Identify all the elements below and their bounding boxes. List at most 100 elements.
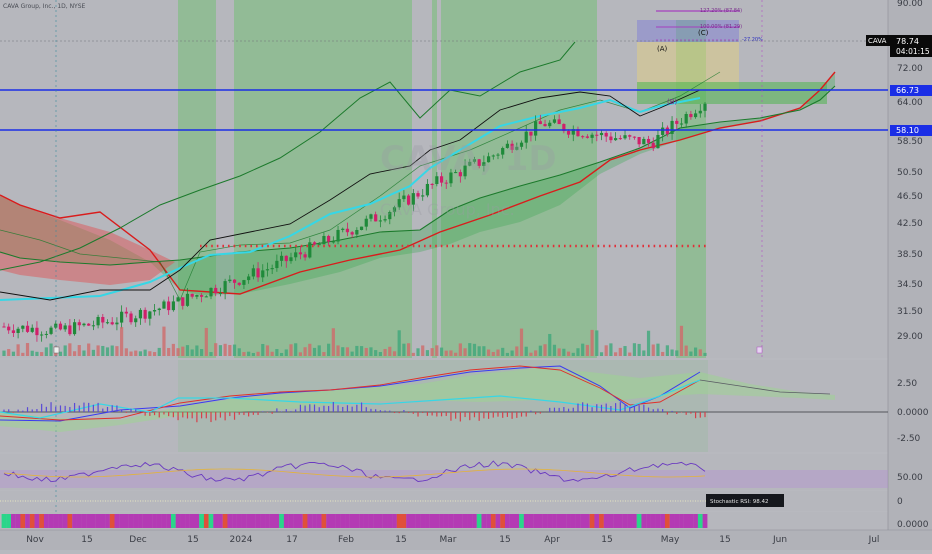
candle-body xyxy=(2,326,5,327)
signal-bar xyxy=(227,514,232,528)
candle-body xyxy=(186,294,189,306)
signal-bar xyxy=(585,514,590,528)
candle-body xyxy=(304,254,307,257)
signal-bar xyxy=(289,514,294,528)
signal-bar xyxy=(688,514,693,528)
signal-bar xyxy=(552,514,557,528)
signal-bar xyxy=(147,514,152,528)
signal-bar xyxy=(232,514,237,528)
bottom-bars xyxy=(2,514,708,528)
macd-histogram-bar xyxy=(272,412,273,414)
price-tick-label: 29.00 xyxy=(897,332,923,342)
macd-histogram-bar xyxy=(145,412,146,416)
volume-bar xyxy=(675,350,678,356)
macd-histogram-bar xyxy=(370,409,371,412)
signal-bar xyxy=(340,514,345,528)
candle-body xyxy=(647,139,650,143)
macd-histogram-bar xyxy=(469,412,470,420)
volume-bar xyxy=(468,343,471,356)
macd-histogram-bar xyxy=(389,411,390,412)
volume-bar xyxy=(449,350,452,356)
candle-body xyxy=(529,132,532,136)
volume-bar xyxy=(492,352,495,356)
volume-bar xyxy=(661,352,664,356)
macd-histogram-bar xyxy=(248,412,249,416)
candle-body xyxy=(238,283,241,285)
symbol-tag: CAVA xyxy=(868,37,887,45)
volume-bar xyxy=(341,347,344,356)
signal-bar xyxy=(401,514,406,528)
volume-bar xyxy=(299,352,302,356)
time-tick-label: 15 xyxy=(395,535,406,545)
macd-histogram-bar xyxy=(384,411,385,412)
volume-bar xyxy=(525,347,528,356)
macd-histogram-bar xyxy=(591,407,592,412)
macd-histogram-bar xyxy=(159,412,160,417)
macd-histogram-bar xyxy=(460,412,461,421)
candle-body xyxy=(365,219,368,227)
macd-histogram-bar xyxy=(50,402,51,412)
macd-histogram-bar xyxy=(375,409,376,412)
volume-bar xyxy=(548,334,551,356)
price-tick-label: 72.00 xyxy=(897,64,923,74)
volume-bar xyxy=(17,344,20,356)
volume-bar xyxy=(31,351,34,356)
candle-body xyxy=(247,276,250,280)
macd-histogram-bar xyxy=(464,412,465,417)
volume-bar xyxy=(181,347,184,356)
volume-bar xyxy=(294,343,297,356)
candle-body xyxy=(87,324,90,326)
candle-body xyxy=(49,328,52,334)
macd-histogram-bar xyxy=(450,412,451,421)
signal-bar xyxy=(411,514,416,528)
signal-bar xyxy=(524,514,529,528)
candle-body xyxy=(703,104,706,111)
signal-bar xyxy=(571,514,576,528)
candle-body xyxy=(614,138,617,140)
candle-body xyxy=(275,261,278,268)
macd-histogram-bar xyxy=(483,412,484,418)
candle-body xyxy=(162,301,165,308)
volume-bar xyxy=(327,344,330,356)
signal-bar xyxy=(467,514,472,528)
candle-body xyxy=(336,230,339,242)
candle-body xyxy=(586,136,589,137)
signal-bar xyxy=(425,514,430,528)
signal-bar xyxy=(538,514,543,528)
macd-histogram-bar xyxy=(657,409,658,412)
macd-histogram-bar xyxy=(140,411,141,412)
volume-bar xyxy=(304,347,307,356)
volume-bar xyxy=(87,344,90,356)
candle-body xyxy=(106,322,109,323)
macd-histogram-bar xyxy=(690,412,691,414)
macd-histogram-bar xyxy=(573,408,574,412)
signal-bar xyxy=(505,514,510,528)
price-tick-label: 58.50 xyxy=(897,137,923,147)
volume-bar xyxy=(219,345,222,356)
macd-histogram-bar xyxy=(512,412,513,419)
candle-body xyxy=(322,236,325,244)
candle-body xyxy=(383,219,386,220)
highlight-band xyxy=(234,0,412,358)
volume-bar xyxy=(534,350,537,356)
time-tick-label: 15 xyxy=(601,535,612,545)
candle-body xyxy=(120,312,123,323)
signal-bar xyxy=(434,514,439,528)
volume-bar xyxy=(26,343,29,356)
volume-bar xyxy=(562,349,565,356)
volume-bar xyxy=(605,345,608,356)
macd-histogram-bar xyxy=(526,412,527,417)
volume-bar xyxy=(318,345,321,356)
candle-body xyxy=(670,121,673,134)
candle-body xyxy=(59,324,62,330)
volume-bar xyxy=(435,345,438,356)
macd-histogram-bar xyxy=(290,411,291,412)
signal-bar xyxy=(444,514,449,528)
macd-histogram-bar xyxy=(201,412,202,418)
macd-histogram-bar xyxy=(441,412,442,416)
volume-bar xyxy=(247,352,250,356)
signal-bar xyxy=(72,514,77,528)
signal-bar xyxy=(307,514,312,528)
macd-histogram-bar xyxy=(686,412,687,415)
